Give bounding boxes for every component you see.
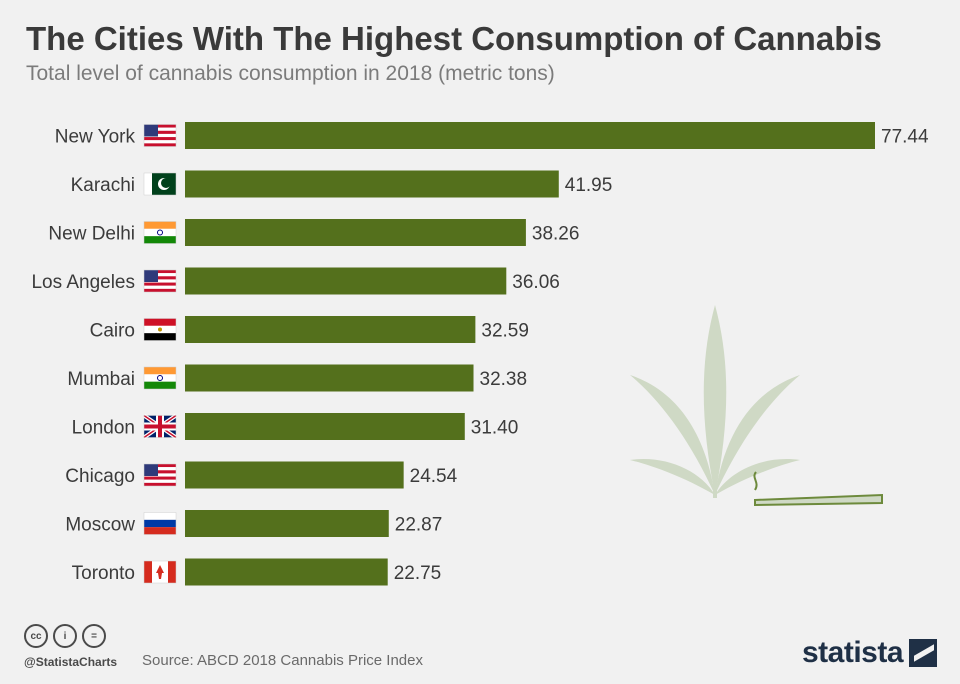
- bar: [185, 316, 476, 343]
- city-label: Cairo: [90, 321, 135, 342]
- license-icons: cc i =: [24, 624, 106, 648]
- value-label: 32.59: [481, 321, 529, 342]
- city-label: Moscow: [65, 515, 135, 536]
- bar: [185, 558, 388, 586]
- joint-icon: [753, 471, 883, 507]
- value-label: 22.75: [394, 563, 442, 584]
- chart-title: The Cities With The Highest Consumption …: [26, 20, 882, 57]
- bar: [185, 219, 526, 246]
- city-label: Los Angeles: [31, 272, 135, 293]
- value-label: 41.95: [565, 175, 613, 196]
- egypt-flag-icon: [143, 318, 177, 341]
- city-label: Toronto: [72, 563, 135, 584]
- india-flag-icon: [143, 221, 177, 244]
- us-flag-icon: [143, 269, 177, 293]
- no-derivatives-icon: =: [82, 624, 106, 648]
- bar: [185, 461, 404, 489]
- value-label: 31.40: [471, 418, 519, 439]
- bar-chart: New York 77.44 Karachi 41.95 New Delhi 38.26 L…: [31, 122, 929, 586]
- city-label: London: [72, 418, 135, 439]
- canada-flag-icon: [143, 560, 177, 584]
- value-label: 22.87: [395, 515, 443, 536]
- cannabis-leaf-icon: [630, 305, 883, 507]
- pakistan-flag-icon: [143, 172, 177, 196]
- value-label: 77.44: [881, 127, 929, 148]
- city-label: New York: [55, 127, 136, 148]
- attribution-icon: i: [53, 624, 77, 648]
- uk-flag-icon: [142, 413, 178, 440]
- twitter-handle: @StatistaCharts: [24, 655, 118, 669]
- value-label: 38.26: [532, 224, 580, 245]
- bar: [185, 364, 474, 392]
- value-label: 24.54: [410, 466, 458, 487]
- us-flag-icon: [143, 124, 177, 147]
- source-note: Source: ABCD 2018 Cannabis Price Index: [142, 652, 423, 669]
- us-flag-icon: [143, 463, 177, 487]
- bar: [185, 510, 389, 537]
- cc-icon: cc: [24, 624, 48, 648]
- bar: [185, 413, 465, 440]
- russia-flag-icon: [143, 512, 177, 535]
- city-label: Mumbai: [67, 369, 135, 390]
- value-label: 32.38: [480, 369, 528, 390]
- statista-logo-icon: [909, 639, 938, 667]
- city-label: New Delhi: [48, 224, 135, 245]
- bar: [185, 267, 507, 295]
- bar: [185, 170, 559, 198]
- chart-subtitle: Total level of cannabis consumption in 2…: [26, 62, 555, 85]
- brand-logo[interactable]: statista: [802, 636, 938, 670]
- value-label: 36.06: [512, 272, 560, 293]
- brand-name: statista: [802, 636, 904, 669]
- city-label: Karachi: [71, 175, 135, 196]
- india-flag-icon: [143, 366, 177, 390]
- city-label: Chicago: [65, 466, 135, 487]
- bar: [185, 122, 875, 149]
